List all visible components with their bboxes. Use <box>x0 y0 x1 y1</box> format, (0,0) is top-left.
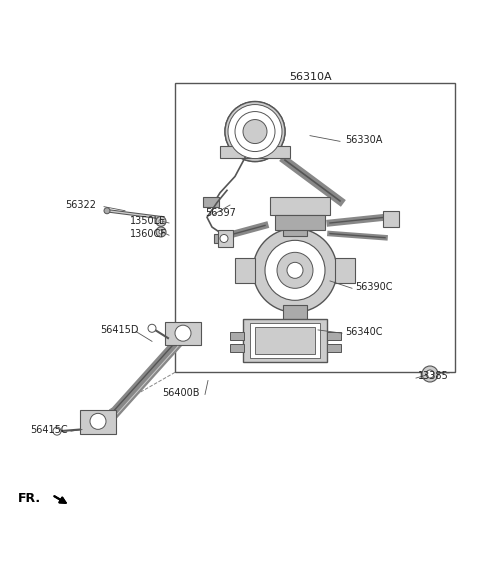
Text: 56322: 56322 <box>65 200 96 210</box>
Circle shape <box>426 370 434 378</box>
Circle shape <box>175 325 191 341</box>
Text: 1350LE: 1350LE <box>130 216 166 226</box>
Text: 56400B: 56400B <box>162 387 200 397</box>
Bar <box>270 197 330 215</box>
Text: 56330A: 56330A <box>345 135 383 145</box>
Bar <box>235 258 255 283</box>
Bar <box>327 344 341 352</box>
Circle shape <box>422 366 438 382</box>
Circle shape <box>156 216 166 226</box>
Bar <box>327 332 341 340</box>
Bar <box>220 146 290 158</box>
Circle shape <box>225 102 285 162</box>
Bar <box>218 229 233 248</box>
Circle shape <box>53 427 61 435</box>
Circle shape <box>235 112 275 152</box>
Bar <box>165 322 201 345</box>
Text: 56390C: 56390C <box>355 282 393 292</box>
Bar <box>255 328 315 353</box>
Circle shape <box>225 102 285 162</box>
Bar <box>214 233 232 243</box>
Bar <box>283 220 307 236</box>
Circle shape <box>159 230 163 234</box>
Circle shape <box>253 228 337 312</box>
Bar <box>80 410 116 435</box>
Text: 56415C: 56415C <box>30 425 68 435</box>
Bar <box>283 305 307 321</box>
Bar <box>243 319 327 362</box>
Bar <box>250 323 320 358</box>
Bar <box>275 215 325 229</box>
Text: 56310A: 56310A <box>288 72 331 82</box>
Circle shape <box>159 219 163 223</box>
Text: 13385: 13385 <box>418 372 449 382</box>
Bar <box>175 82 455 372</box>
Text: 56340C: 56340C <box>345 326 383 336</box>
Circle shape <box>220 235 228 242</box>
Bar <box>383 211 399 227</box>
Bar <box>335 258 355 283</box>
Text: FR.: FR. <box>18 492 41 506</box>
Circle shape <box>228 105 282 159</box>
FancyArrowPatch shape <box>54 496 66 503</box>
Text: 56415D: 56415D <box>100 325 139 335</box>
Circle shape <box>243 119 267 143</box>
Bar <box>203 197 219 206</box>
Circle shape <box>104 208 110 213</box>
Circle shape <box>265 240 325 300</box>
Circle shape <box>287 262 303 278</box>
Circle shape <box>156 227 166 237</box>
Circle shape <box>90 413 106 429</box>
Text: 56397: 56397 <box>205 208 236 218</box>
Bar <box>230 332 244 340</box>
Circle shape <box>277 252 313 288</box>
Bar <box>230 344 244 352</box>
Text: 1360CF: 1360CF <box>130 229 167 239</box>
Circle shape <box>148 325 156 332</box>
